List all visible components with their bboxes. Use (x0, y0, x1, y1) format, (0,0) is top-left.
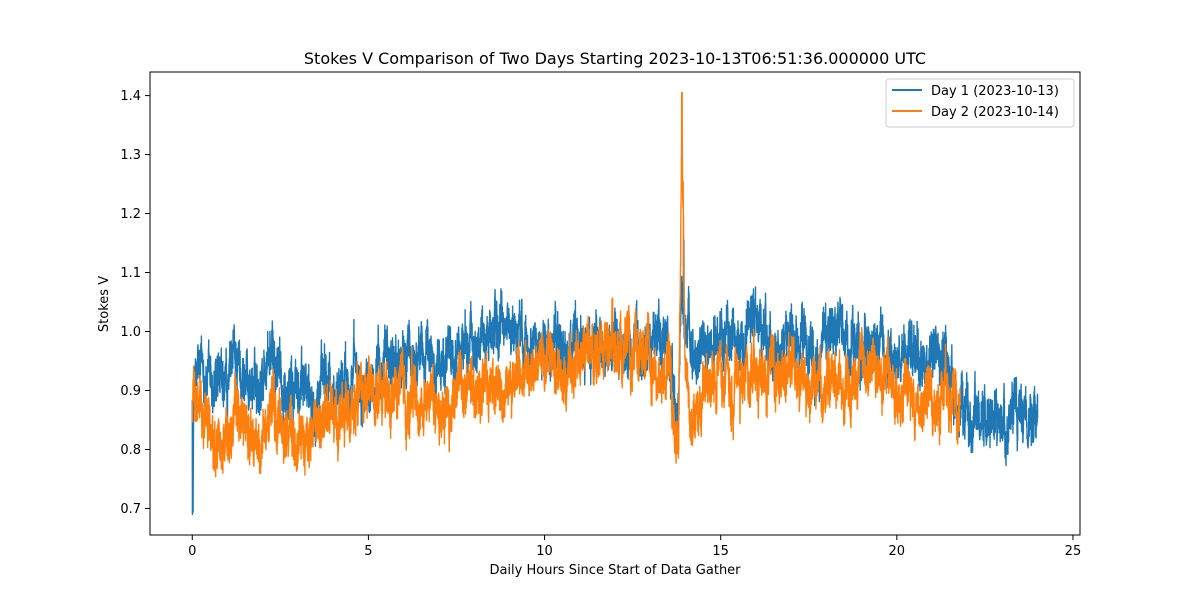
legend-label-day2: Day 2 (2023-10-14) (931, 105, 1059, 120)
y-tick-label: 1.0 (120, 325, 141, 340)
x-tick-label: 20 (889, 544, 906, 559)
plot-area (149, 71, 1081, 536)
y-tick-label: 1.4 (120, 89, 141, 104)
x-tick-label: 10 (536, 544, 553, 559)
x-tick-label: 0 (188, 544, 196, 559)
legend-label-day1: Day 1 (2023-10-13) (931, 84, 1059, 99)
x-axis: 0 5 10 15 20 25 (188, 535, 1081, 559)
y-tick-label: 1.1 (120, 266, 141, 281)
x-tick-label: 15 (712, 544, 729, 559)
y-tick-label: 0.8 (120, 443, 141, 458)
series-line-day2 (191, 91, 961, 478)
y-axis-label: Stokes V (97, 276, 112, 332)
y-tick-label: 0.7 (120, 502, 141, 517)
x-axis-label: Daily Hours Since Start of Data Gather (489, 563, 741, 578)
y-axis: 0.7 0.8 0.9 1.0 1.1 1.2 1.3 1.4 (120, 89, 150, 517)
series-group (191, 91, 1039, 516)
x-tick-label: 25 (1065, 544, 1082, 559)
y-tick-label: 1.3 (120, 148, 141, 163)
x-tick-label: 5 (364, 544, 372, 559)
y-tick-label: 0.9 (120, 384, 141, 399)
chart-title: Stokes V Comparison of Two Days Starting… (304, 49, 926, 68)
plot-frame (149, 71, 1081, 536)
legend-box (885, 78, 1075, 128)
legend: Day 1 (2023-10-13) Day 2 (2023-10-14) (885, 78, 1075, 128)
y-tick-label: 1.2 (120, 207, 141, 222)
